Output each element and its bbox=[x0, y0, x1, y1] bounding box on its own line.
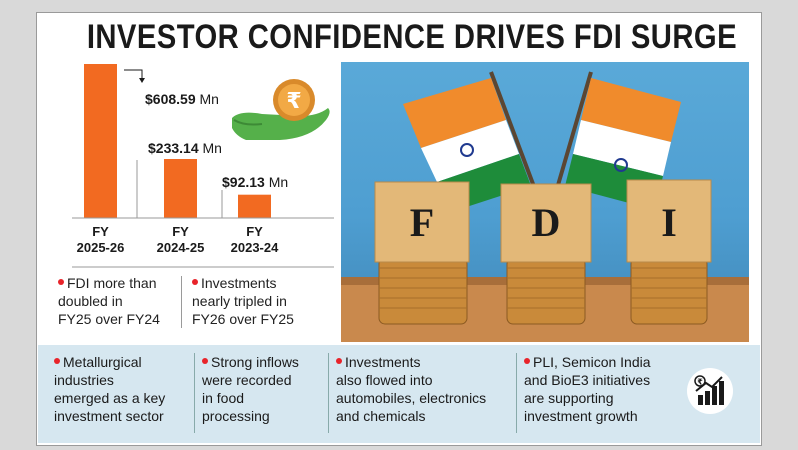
cube-letter-f: F bbox=[410, 200, 434, 245]
note-line: and BioE3 initiatives bbox=[524, 372, 651, 388]
bullet-dot bbox=[54, 358, 60, 365]
note-line: Investments bbox=[192, 274, 294, 292]
note-line: FY25 over FY24 bbox=[58, 311, 160, 327]
note-line: investment sector bbox=[54, 408, 164, 424]
bottom-note-automobiles: Investments also flowed into automobiles… bbox=[336, 353, 486, 425]
note-fdi-doubled: FDI more than doubled in FY25 over FY24 bbox=[58, 274, 160, 328]
bullet-dot bbox=[58, 279, 64, 286]
note-line: doubled in bbox=[58, 293, 123, 309]
label-leader-line bbox=[124, 69, 143, 80]
note-line: nearly tripled in bbox=[192, 293, 287, 309]
label-leader-arrow bbox=[139, 78, 145, 83]
category-tick-label: 2023-24 bbox=[231, 240, 279, 255]
fdi-flags-coins-photo: F D I bbox=[341, 62, 749, 342]
note-line: Metallurgical bbox=[54, 353, 165, 371]
bottom-divider bbox=[516, 353, 517, 433]
bar-value-label: $608.59 Mn bbox=[145, 91, 219, 107]
note-text: Investments bbox=[345, 354, 421, 370]
bullet-dot bbox=[202, 358, 208, 365]
note-line: processing bbox=[202, 408, 270, 424]
bottom-divider bbox=[328, 353, 329, 433]
bar-value-label: $233.14 Mn bbox=[148, 140, 222, 156]
category-tick-label: 2024-25 bbox=[157, 240, 205, 255]
bottom-note-metallurgical: Metallurgical industries emerged as a ke… bbox=[54, 353, 165, 425]
note-line: and chemicals bbox=[336, 408, 426, 424]
fdi-bar-chart: $608.59 Mn$233.14 Mn$92.13 Mn FY2025-26F… bbox=[72, 64, 334, 268]
note-text: Strong inflows bbox=[211, 354, 299, 370]
note-text: Metallurgical bbox=[63, 354, 142, 370]
note-text: FDI more than bbox=[67, 275, 157, 291]
bullet-dot bbox=[524, 358, 530, 365]
growth-chart-icon: ₹ bbox=[687, 368, 733, 414]
note-text: Investments bbox=[201, 275, 277, 291]
category-tick-label: 2025-26 bbox=[77, 240, 125, 255]
infographic-title: INVESTOR CONFIDENCE DRIVES FDI SURGE bbox=[86, 18, 738, 56]
bar-1 bbox=[164, 159, 197, 218]
svg-text:₹: ₹ bbox=[286, 89, 301, 114]
note-line: PLI, Semicon India bbox=[524, 353, 651, 371]
note-line: FDI more than bbox=[58, 274, 160, 292]
bar-value-label: $92.13 Mn bbox=[222, 174, 288, 190]
notes-divider bbox=[181, 276, 182, 328]
note-line: emerged as a key bbox=[54, 390, 166, 406]
bottom-note-food-processing: Strong inflows were recorded in food pro… bbox=[202, 353, 299, 425]
note-line: Strong inflows bbox=[202, 353, 299, 371]
bottom-highlights-band: Metallurgical industries emerged as a ke… bbox=[38, 345, 760, 443]
bottom-note-pli-initiatives: PLI, Semicon India and BioE3 initiatives… bbox=[524, 353, 651, 425]
note-line: in food bbox=[202, 390, 245, 406]
bullet-dot bbox=[192, 279, 198, 286]
category-tick-label: FY bbox=[92, 224, 109, 239]
note-line: are supporting bbox=[524, 390, 614, 406]
cube-letter-d: D bbox=[532, 200, 561, 245]
note-line: were recorded bbox=[202, 372, 292, 388]
note-line: also flowed into bbox=[336, 372, 433, 388]
note-line: FY26 over FY25 bbox=[192, 311, 294, 327]
note-line: industries bbox=[54, 372, 114, 388]
note-text: PLI, Semicon India bbox=[533, 354, 651, 370]
note-line: Investments bbox=[336, 353, 486, 371]
note-investments-tripled: Investments nearly tripled in FY26 over … bbox=[192, 274, 294, 328]
cube-letter-i: I bbox=[661, 200, 677, 245]
photo-illustration: F D I bbox=[341, 71, 749, 342]
bottom-divider bbox=[194, 353, 195, 433]
category-tick-label: FY bbox=[172, 224, 189, 239]
bar-0 bbox=[84, 64, 117, 218]
category-tick-label: FY bbox=[246, 224, 263, 239]
bullet-dot bbox=[336, 358, 342, 365]
note-line: automobiles, electronics bbox=[336, 390, 487, 406]
note-line: investment growth bbox=[524, 408, 638, 424]
svg-text:₹: ₹ bbox=[697, 378, 703, 387]
rupee-coin-hand-icon: ₹ bbox=[232, 79, 330, 140]
bar-2 bbox=[238, 194, 271, 218]
